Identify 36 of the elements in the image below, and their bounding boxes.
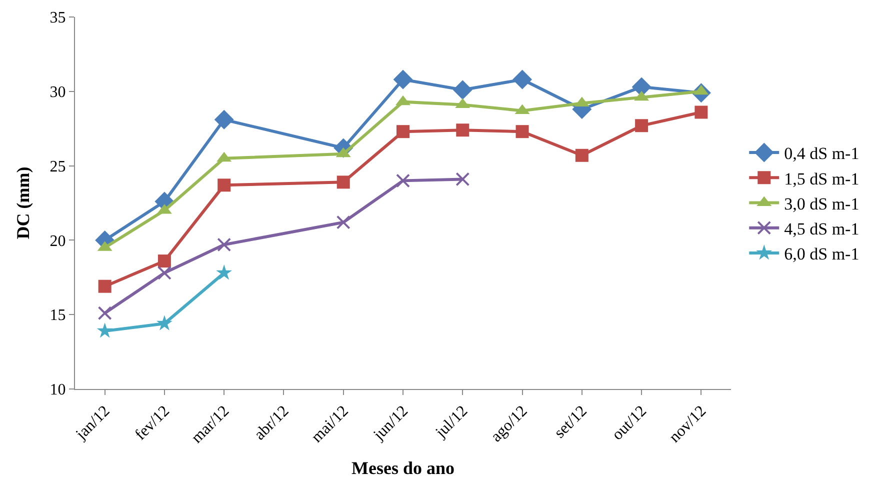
legend-label: 4,5 dS m-1 [784, 219, 860, 238]
legend-label: 0,4 dS m-1 [784, 144, 860, 164]
y-tick-label: 10 [50, 382, 66, 399]
point [217, 238, 232, 252]
point [396, 174, 410, 188]
point [98, 280, 112, 293]
y-tick-label: 25 [50, 158, 66, 176]
legend-label: 6,0 dS m-1 [784, 244, 860, 264]
point [694, 106, 708, 119]
point [214, 110, 234, 130]
point [456, 124, 470, 137]
point [396, 125, 410, 138]
point [157, 266, 172, 280]
y-tick-label: 15 [50, 307, 66, 324]
point [575, 148, 588, 162]
point [452, 80, 472, 100]
point [635, 119, 648, 132]
y-axis-title: DC (mm) [13, 166, 33, 240]
point [98, 306, 112, 320]
point [216, 264, 232, 280]
y-tick-label: 30 [50, 84, 66, 101]
point [393, 70, 413, 90]
y-tick-label: 20 [50, 232, 66, 250]
legend-label: 1,5 dS m-1 [784, 169, 860, 188]
point [218, 178, 231, 192]
point [336, 215, 350, 230]
point [456, 172, 470, 186]
point [156, 315, 172, 330]
y-tick-label: 35 [50, 10, 66, 27]
point [96, 322, 113, 338]
point [512, 70, 532, 90]
point [158, 254, 171, 268]
legend-label: 3,0 dS m-1 [784, 194, 860, 214]
point [336, 176, 350, 189]
x-axis-title: Meses do ano [352, 458, 454, 478]
point [516, 125, 529, 138]
